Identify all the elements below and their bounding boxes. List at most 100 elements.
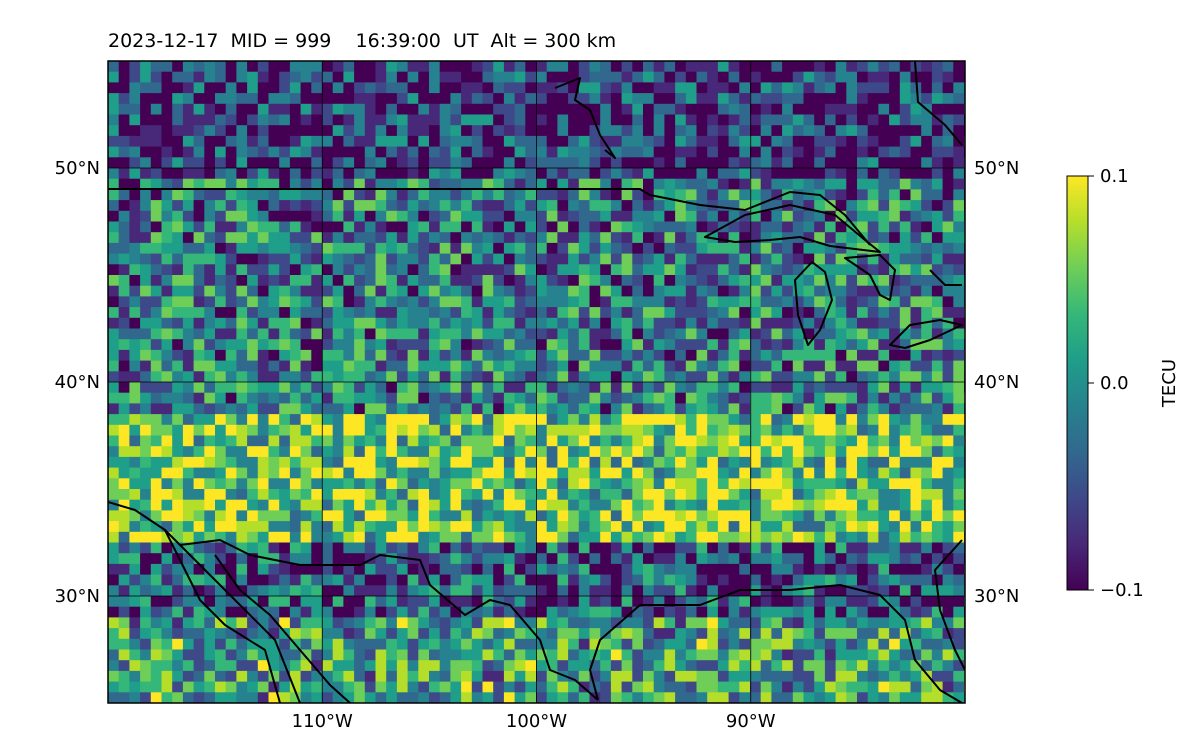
tec-cell [386,456,398,469]
tec-cell [857,617,869,629]
tec-cell [418,510,430,522]
tec-cell [899,82,912,94]
tec-cell [728,649,740,661]
tec-cell [824,424,837,437]
tec-cell [172,628,184,640]
tec-cell [268,275,280,287]
tec-cell [108,467,120,479]
tec-cell [685,210,698,223]
tec-cell [461,392,473,404]
tec-cell [899,285,912,297]
tec-cell [225,510,237,522]
tec-cell [931,275,944,287]
tec-cell [247,285,259,297]
tec-cell [108,317,120,330]
northeast-shore [914,61,963,146]
tec-cell [364,489,377,501]
tec-cell [182,200,195,212]
tec-cell [621,670,633,683]
tec-cell [536,382,548,394]
tec-cell [910,521,922,533]
tec-cell [910,242,922,255]
tec-cell [482,542,494,554]
tec-cell [429,264,441,276]
tec-cell [685,307,698,319]
tec-cell [792,349,805,362]
tec-cell [300,168,312,180]
tec-cell [621,596,633,608]
tec-cell [439,467,451,479]
tec-cell [279,670,291,683]
tec-cell [814,264,826,276]
tec-cell [664,178,676,190]
tec-cell [610,178,623,190]
tec-cell [268,617,280,629]
tec-cell [728,670,740,683]
tec-cell [343,542,355,554]
tec-cell [739,210,751,223]
tec-cell [300,435,312,447]
tec-cell [364,392,377,404]
tec-cell [643,360,655,372]
tec-cell [257,307,270,319]
tec-cell [150,660,163,672]
tec-cell [942,392,954,404]
tec-cell [536,210,548,223]
tec-cell [643,82,655,94]
tec-cell [696,446,708,458]
tec-cell [857,628,869,640]
tec-cell [503,660,516,672]
tec-cell [204,382,216,394]
tec-cell [525,414,537,426]
tec-cell [503,510,516,522]
tec-cell [343,424,355,437]
tec-cell [129,414,141,426]
tec-cell [461,264,473,276]
tec-cell [728,61,740,73]
tec-cell [803,296,815,308]
tec-cell [225,489,237,501]
tec-cell [632,638,644,651]
tec-cell [140,125,152,137]
tec-cell [503,328,516,340]
tec-cell [760,499,772,511]
tec-cell [589,93,601,105]
tec-cell [953,360,965,372]
tec-cell [621,242,633,255]
tec-cell [771,328,783,340]
tec-cell [643,61,655,73]
tec-cell [407,660,419,672]
tec-cell [129,253,141,265]
tec-cell [814,275,826,287]
tec-cell [493,446,505,458]
tec-cell [803,328,815,340]
tec-cell [910,681,922,693]
tec-cell [354,71,366,83]
tec-cell [279,681,291,693]
tec-cell [717,489,730,501]
tec-cell [461,681,473,693]
tec-cell [461,692,473,703]
tec-cell [493,232,505,244]
tec-cell [215,371,227,383]
tec-cell [182,125,195,137]
tec-cell [268,681,280,693]
tec-cell [728,189,740,201]
tec-cell [215,135,227,148]
tec-cell [215,510,227,522]
tec-cell [279,71,291,83]
tec-cell [300,178,312,190]
tec-cell [225,168,237,180]
tec-cell [664,414,676,426]
tec-cell [942,135,954,148]
tec-cell [182,435,195,447]
tec-cell [760,563,772,576]
tec-cell [503,307,516,319]
tec-cell [878,446,890,458]
tec-cell [653,510,665,522]
tec-cell [653,200,665,212]
tec-cell [204,349,216,362]
tec-cell [824,649,837,661]
tec-cell [632,596,644,608]
tec-cell [878,360,890,372]
